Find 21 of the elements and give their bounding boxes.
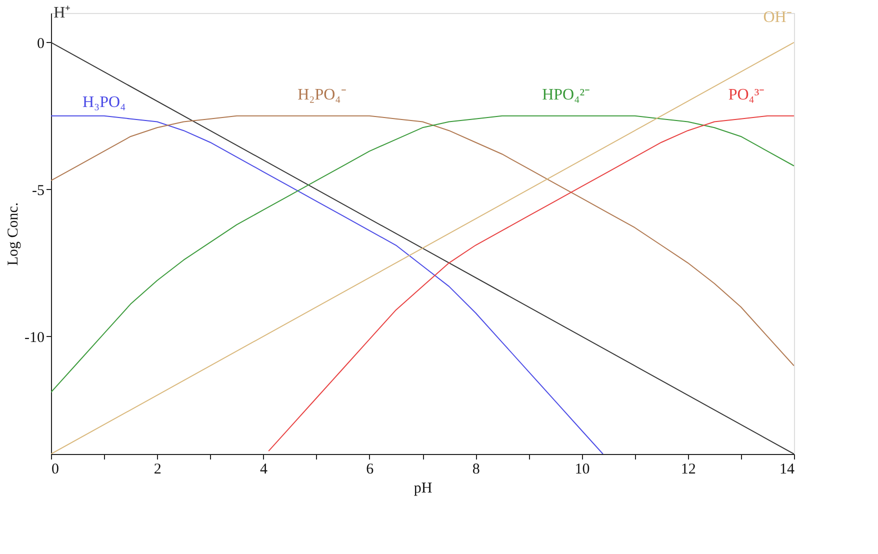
line-series: [268, 115, 794, 452]
y-tick-label: -10: [24, 330, 44, 346]
y-axis-title: Log Conc.: [6, 202, 22, 266]
series-label: PO₄³⁻: [728, 86, 764, 104]
x-tick-label: 0: [52, 462, 59, 478]
y-tick-label: -5: [32, 182, 44, 199]
series-label: OH⁻: [763, 8, 792, 26]
series-label: H₃PO₄: [82, 94, 126, 112]
line-series: [51, 115, 604, 454]
y-tick-label: 0: [37, 36, 44, 52]
x-axis-title: pH: [414, 480, 432, 496]
x-tick-label: 2: [154, 462, 162, 478]
x-tick-label: 12: [680, 462, 696, 478]
series-label: H₂PO₄⁻: [298, 86, 346, 104]
x-tick-label: 14: [780, 462, 795, 478]
x-tick-label: 6: [366, 462, 374, 478]
series-label: H⁺: [54, 4, 70, 22]
x-tick-label: 8: [472, 462, 480, 478]
series-label: HPO₄²⁻: [542, 86, 590, 104]
x-tick-label: 10: [574, 462, 590, 478]
x-tick-label: 4: [260, 462, 268, 478]
